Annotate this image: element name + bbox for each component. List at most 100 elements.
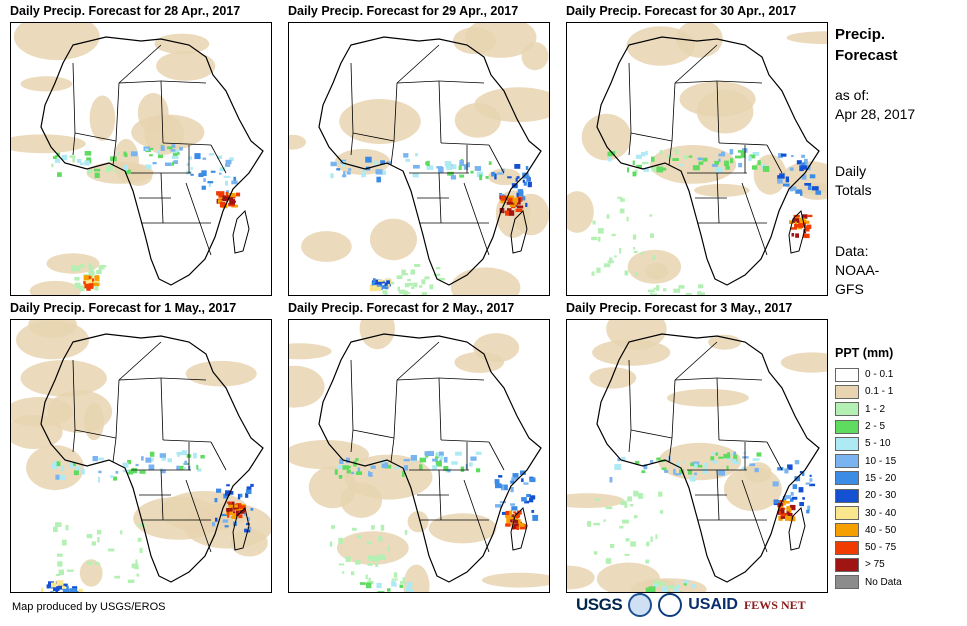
rain-cell xyxy=(672,158,679,161)
legend-label: 0 - 0.1 xyxy=(865,369,894,381)
rain-cell xyxy=(463,164,468,170)
dry-patch xyxy=(289,365,325,408)
rain-cell xyxy=(712,163,718,167)
rain-cell xyxy=(443,456,448,463)
rain-cell xyxy=(201,185,206,190)
rain-cell xyxy=(152,162,157,165)
rain-cell xyxy=(691,584,696,589)
usaid-logo: USAID xyxy=(688,596,738,613)
country-border xyxy=(74,429,117,439)
rain-cell xyxy=(94,172,100,178)
rain-cell xyxy=(219,167,226,172)
rain-cell xyxy=(636,164,642,169)
rain-cell xyxy=(512,523,519,530)
rain-cell xyxy=(161,469,166,474)
rain-cell xyxy=(621,456,626,462)
rain-cell xyxy=(500,195,506,201)
rain-cell xyxy=(674,587,678,590)
rain-cell xyxy=(704,462,708,467)
country-border xyxy=(438,80,442,144)
rain-cell xyxy=(376,582,382,589)
rain-cell xyxy=(378,279,384,282)
rain-cell xyxy=(239,510,245,514)
rain-cell xyxy=(627,496,632,502)
country-border xyxy=(115,82,120,142)
rain-cell xyxy=(94,275,100,281)
rain-cell xyxy=(219,193,223,198)
rain-cell xyxy=(668,585,675,589)
rain-cell xyxy=(405,282,413,286)
rain-cell xyxy=(135,559,138,565)
rain-cell xyxy=(696,464,703,468)
rain-cell xyxy=(419,464,423,471)
legend-swatch xyxy=(835,367,859,382)
rain-cell xyxy=(673,468,676,475)
rain-cell xyxy=(798,487,804,493)
rain-cell xyxy=(620,198,625,202)
rain-cell xyxy=(228,491,234,495)
rain-cell xyxy=(219,196,223,199)
rain-cell xyxy=(752,152,760,156)
rain-cell xyxy=(345,556,351,563)
rain-cell xyxy=(470,456,477,461)
rain-cell xyxy=(801,174,807,180)
rain-cell xyxy=(247,527,252,531)
rain-cell xyxy=(361,173,364,178)
legend-item: 2 - 5 xyxy=(835,418,902,435)
country-border xyxy=(628,429,632,453)
rain-cell xyxy=(790,186,797,191)
legend-item: 1 - 2 xyxy=(835,401,902,418)
forecast-map xyxy=(288,22,550,296)
rain-cell xyxy=(384,290,388,295)
rain-cell xyxy=(640,152,646,157)
rain-cell xyxy=(688,155,693,158)
rain-cell xyxy=(777,467,784,471)
rain-cell xyxy=(620,500,627,506)
rain-cell xyxy=(399,581,406,584)
rain-cell xyxy=(88,263,92,269)
source-label: Data: xyxy=(835,243,869,259)
rain-cell xyxy=(421,279,426,285)
dry-patch xyxy=(230,528,268,557)
rain-cell xyxy=(698,161,704,165)
country-border xyxy=(440,142,490,146)
rain-cell xyxy=(124,153,128,158)
rain-cell xyxy=(521,478,524,482)
rain-cell xyxy=(338,537,343,544)
rain-cell xyxy=(176,465,180,470)
rain-cell xyxy=(593,522,600,526)
rain-cell xyxy=(651,166,656,172)
rain-cell xyxy=(692,461,700,465)
rain-cell xyxy=(363,173,366,178)
rain-cell xyxy=(368,471,371,477)
rain-cell xyxy=(98,267,105,270)
rain-cell xyxy=(697,157,703,161)
rain-cell xyxy=(226,484,230,487)
rain-cell xyxy=(222,519,229,523)
legend-label: 15 - 20 xyxy=(865,472,897,484)
rain-cell xyxy=(476,468,481,473)
credit-text: Map produced by USGS/EROS xyxy=(12,601,166,613)
rain-cell xyxy=(98,476,100,483)
rain-cell xyxy=(794,476,801,482)
rain-cell xyxy=(186,162,190,167)
legend-swatch xyxy=(835,540,859,555)
legend-swatch xyxy=(835,575,859,590)
rain-cell xyxy=(172,149,180,155)
rain-cell xyxy=(522,172,529,179)
rain-cell xyxy=(645,559,650,564)
rain-cell xyxy=(624,503,628,508)
rain-cell xyxy=(86,534,93,539)
rain-cell xyxy=(233,176,237,182)
rain-cell xyxy=(386,280,390,285)
rain-cell xyxy=(475,451,482,455)
rain-cell xyxy=(356,471,363,475)
rain-cell xyxy=(381,170,386,176)
dry-patch xyxy=(428,513,497,544)
rain-cell xyxy=(803,222,806,228)
legend-item: 40 - 50 xyxy=(835,522,902,539)
rain-cell xyxy=(56,152,60,155)
rain-cell xyxy=(238,514,243,519)
rain-cell xyxy=(114,170,118,173)
rain-cell xyxy=(447,469,451,473)
